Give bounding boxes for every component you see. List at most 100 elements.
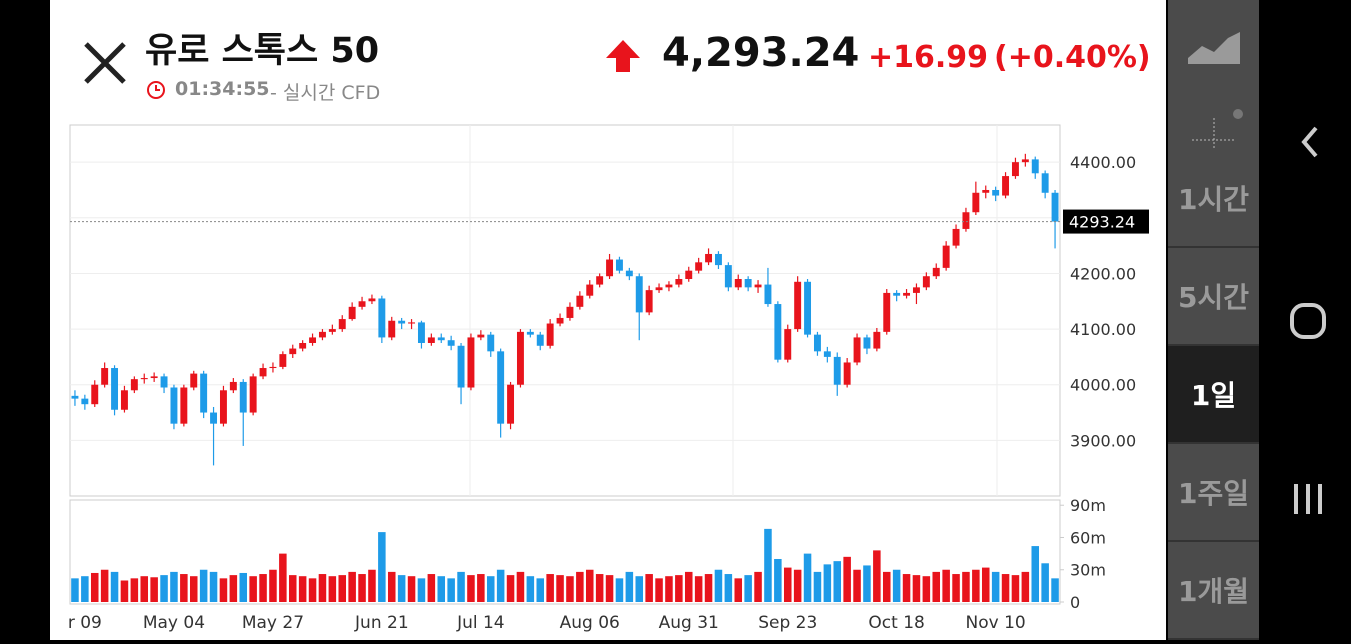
candle-body xyxy=(606,259,614,277)
x-tick-label: Jul 14 xyxy=(456,613,505,633)
volume-bar xyxy=(833,561,842,602)
candle-body xyxy=(576,295,584,307)
volume-bar xyxy=(1011,575,1020,602)
y-tick-label: 4100.00 xyxy=(1070,320,1136,339)
volume-bar xyxy=(704,574,713,602)
candle-body xyxy=(784,329,792,360)
volume-bar xyxy=(427,574,436,602)
volume-bar xyxy=(180,574,188,602)
candle-body xyxy=(180,387,188,424)
candle-body xyxy=(893,292,901,296)
candle-body xyxy=(368,298,376,302)
volume-bar xyxy=(1031,546,1040,602)
candle-body xyxy=(714,253,722,266)
x-tick-label: Aug 31 xyxy=(659,613,719,633)
time: 01:34:55 xyxy=(175,78,270,100)
volume-bar xyxy=(823,564,832,602)
volume-bar xyxy=(595,574,604,602)
candle-body xyxy=(81,398,89,405)
candle-body xyxy=(348,306,356,320)
volume-bar xyxy=(338,575,347,602)
interval-button[interactable]: 1주일 xyxy=(1168,444,1259,542)
candle-body xyxy=(863,337,871,349)
volume-bar xyxy=(516,571,525,602)
candle-body xyxy=(249,376,257,413)
volume-bar xyxy=(576,571,584,602)
volume-bar xyxy=(655,578,663,602)
candle-body xyxy=(1051,192,1059,222)
volume-bar xyxy=(694,576,703,602)
volume-bar xyxy=(110,571,119,602)
volume-bar xyxy=(684,571,693,602)
volume-bar xyxy=(892,569,901,602)
candle-body xyxy=(437,337,445,341)
candle-body xyxy=(952,228,960,246)
interval-button[interactable]: 5시간 xyxy=(1168,248,1259,346)
volume-bar xyxy=(387,571,396,602)
volume-bar xyxy=(189,576,198,602)
candle-body xyxy=(655,287,663,291)
candle-body xyxy=(883,292,891,332)
candle-body xyxy=(388,320,396,338)
candle-body xyxy=(1021,159,1029,163)
nav-icons xyxy=(1290,126,1326,514)
volume-bar xyxy=(120,580,129,602)
candle-body xyxy=(665,284,673,288)
volume-bar xyxy=(526,576,535,602)
change-percent: (+0.40%) xyxy=(994,40,1151,75)
volume-bar xyxy=(71,578,79,602)
volume-bar xyxy=(279,553,287,602)
candle-body xyxy=(338,319,346,330)
recents-button[interactable] xyxy=(1294,484,1322,514)
title: 유로 스톡스 50 xyxy=(145,31,380,71)
interval-button[interactable]: 1시간 xyxy=(1168,150,1259,248)
volume-bar xyxy=(803,553,812,602)
candle-body xyxy=(912,287,920,293)
x-tick-label: Nov 10 xyxy=(966,613,1026,633)
volume-bar xyxy=(615,578,624,602)
candle-body xyxy=(190,373,198,388)
volume-bar xyxy=(645,574,653,602)
candle-body xyxy=(853,337,861,363)
clock-icon xyxy=(147,81,165,99)
volume-bar xyxy=(962,571,970,602)
volume-bar xyxy=(863,565,871,602)
volume-bar xyxy=(972,569,980,602)
volume-bar xyxy=(308,578,317,602)
interval-button[interactable]: 1일 xyxy=(1168,346,1259,444)
candle-body xyxy=(318,331,326,338)
candle-body xyxy=(764,284,772,305)
x-tick-label: Jun 21 xyxy=(354,613,409,633)
candle-body xyxy=(903,292,911,296)
home-button[interactable] xyxy=(1290,303,1326,339)
chart-type-button[interactable] xyxy=(1168,0,1259,98)
candle-body xyxy=(358,301,366,307)
volume-bar xyxy=(160,575,168,602)
volume-bar xyxy=(100,569,109,602)
volume-bar xyxy=(486,576,495,602)
volume-bar xyxy=(259,574,267,602)
candle-body xyxy=(477,334,485,338)
app-panel: 유로 스톡스 50 01:34:55 - 실시간 CFD 4,293.24 +1… xyxy=(50,0,1166,640)
close-button[interactable] xyxy=(82,40,128,86)
volume-bar xyxy=(397,575,406,602)
candle-body xyxy=(457,345,465,388)
x-tick-label: May 27 xyxy=(242,613,304,633)
interval-button[interactable]: 1개월 xyxy=(1168,542,1259,640)
volume-bar xyxy=(981,567,990,602)
candle-body xyxy=(813,334,821,352)
volume-tick-label: 30m xyxy=(1070,561,1106,580)
candle-body xyxy=(675,279,683,285)
candle-body xyxy=(130,379,138,391)
volume-bar xyxy=(714,569,723,602)
x-tick-label: r 09 xyxy=(68,613,102,633)
back-button[interactable] xyxy=(1301,126,1318,158)
candle-body xyxy=(140,378,148,380)
x-tick-label: Aug 06 xyxy=(560,613,620,633)
volume-bar xyxy=(585,569,594,602)
volume-bar xyxy=(90,572,99,602)
last-price-label: 4293.24 xyxy=(1069,213,1135,232)
candle-body xyxy=(417,322,425,343)
candle-body xyxy=(467,337,475,388)
